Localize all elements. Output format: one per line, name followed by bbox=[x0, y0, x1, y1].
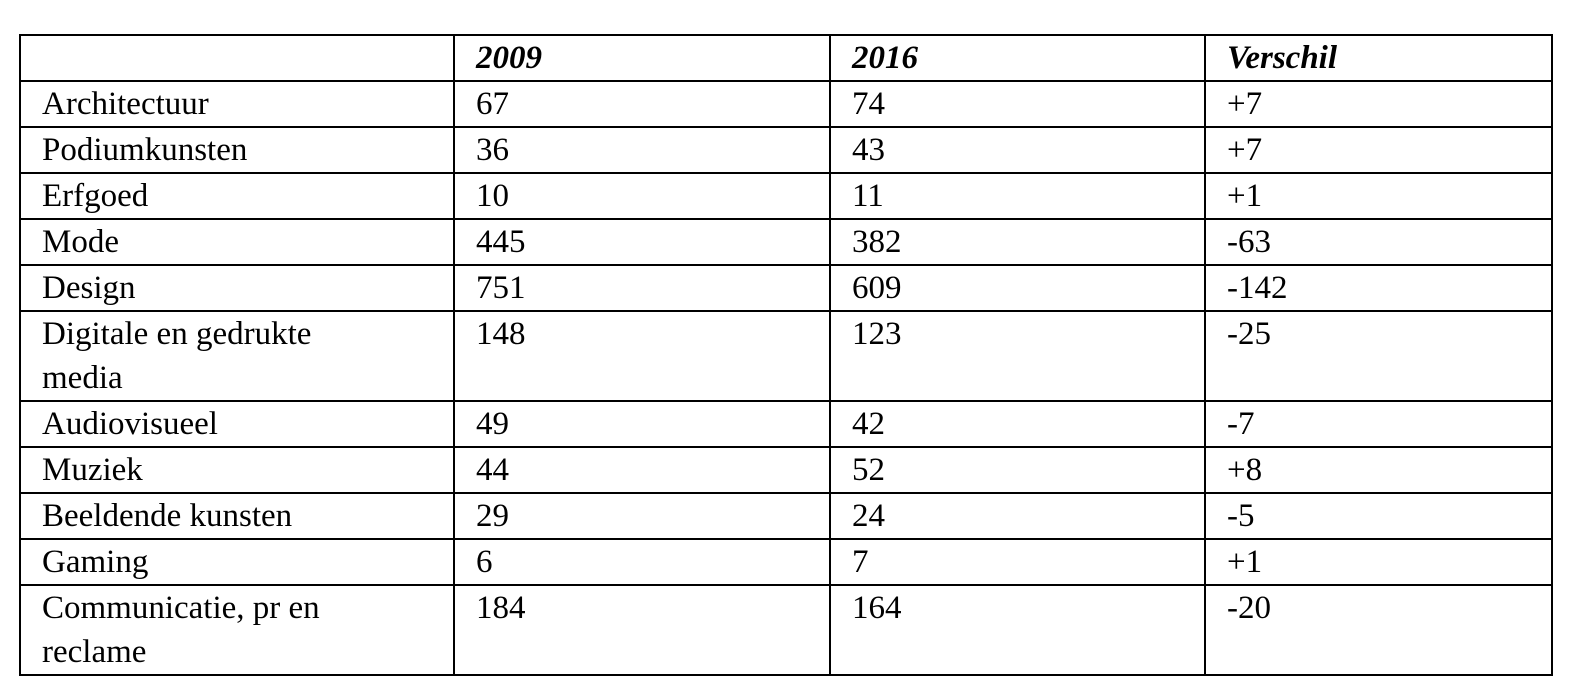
table-cell: 49 bbox=[453, 400, 831, 448]
header-cell: 2009 bbox=[453, 34, 831, 82]
table-row: Digitale en gedrukte media 148 123 -25 bbox=[19, 310, 1553, 402]
table-header: 2009 2016 Verschil bbox=[19, 34, 1553, 82]
table-cell: 164 bbox=[829, 584, 1206, 676]
table-cell: 184 bbox=[453, 584, 831, 676]
table-cell: 24 bbox=[829, 492, 1206, 540]
table-cell: 751 bbox=[453, 264, 831, 312]
row-label: Design bbox=[19, 264, 455, 312]
row-label: Digitale en gedrukte media bbox=[19, 310, 455, 402]
table-cell: 445 bbox=[453, 218, 831, 266]
table-row: Erfgoed 10 11 +1 bbox=[19, 172, 1553, 220]
table-cell: -25 bbox=[1204, 310, 1553, 402]
header-row: 2009 2016 Verschil bbox=[19, 34, 1553, 82]
table-cell: 43 bbox=[829, 126, 1206, 174]
table-cell: 382 bbox=[829, 218, 1206, 266]
table-cell: -142 bbox=[1204, 264, 1553, 312]
table-row: Gaming 6 7 +1 bbox=[19, 538, 1553, 586]
table-cell: 11 bbox=[829, 172, 1206, 220]
table-cell: 36 bbox=[453, 126, 831, 174]
table-row: Communicatie, pr en reclame 184 164 -20 bbox=[19, 584, 1553, 676]
table-row: Mode 445 382 -63 bbox=[19, 218, 1553, 266]
table-row: Muziek 44 52 +8 bbox=[19, 446, 1553, 494]
row-label: Mode bbox=[19, 218, 455, 266]
table-cell: 10 bbox=[453, 172, 831, 220]
row-label: Audiovisueel bbox=[19, 400, 455, 448]
table-cell: 67 bbox=[453, 80, 831, 128]
table-cell: +7 bbox=[1204, 126, 1553, 174]
row-label: Podiumkunsten bbox=[19, 126, 455, 174]
header-cell: 2016 bbox=[829, 34, 1206, 82]
row-label: Muziek bbox=[19, 446, 455, 494]
row-label: Communicatie, pr en reclame bbox=[19, 584, 455, 676]
header-cell bbox=[19, 34, 455, 82]
table-cell: +1 bbox=[1204, 172, 1553, 220]
row-label: Beeldende kunsten bbox=[19, 492, 455, 540]
table-row: Architectuur 67 74 +7 bbox=[19, 80, 1553, 128]
table-cell: +1 bbox=[1204, 538, 1553, 586]
table-cell: -5 bbox=[1204, 492, 1553, 540]
table-row: Audiovisueel 49 42 -7 bbox=[19, 400, 1553, 448]
table-cell: 29 bbox=[453, 492, 831, 540]
table-row: Beeldende kunsten 29 24 -5 bbox=[19, 492, 1553, 540]
table-cell: +7 bbox=[1204, 80, 1553, 128]
table-cell: 148 bbox=[453, 310, 831, 402]
table-cell: 74 bbox=[829, 80, 1206, 128]
table-cell: +8 bbox=[1204, 446, 1553, 494]
row-label: Architectuur bbox=[19, 80, 455, 128]
table-cell: -20 bbox=[1204, 584, 1553, 676]
table-cell: 42 bbox=[829, 400, 1206, 448]
row-label: Erfgoed bbox=[19, 172, 455, 220]
table-body: Architectuur 67 74 +7 Podiumkunsten 36 43 +7 Erf… bbox=[19, 80, 1553, 676]
table-cell: -7 bbox=[1204, 400, 1553, 448]
row-label: Gaming bbox=[19, 538, 455, 586]
data-table: 2009 2016 Verschil Architectuur 67 74 +7 Podiu… bbox=[19, 34, 1553, 676]
header-cell: Verschil bbox=[1204, 34, 1553, 82]
table-cell: 609 bbox=[829, 264, 1206, 312]
table-cell: 123 bbox=[829, 310, 1206, 402]
table-cell: 44 bbox=[453, 446, 831, 494]
table-row: Design 751 609 -142 bbox=[19, 264, 1553, 312]
table-cell: 6 bbox=[453, 538, 831, 586]
table-cell: 7 bbox=[829, 538, 1206, 586]
table-cell: -63 bbox=[1204, 218, 1553, 266]
table-cell: 52 bbox=[829, 446, 1206, 494]
table-row: Podiumkunsten 36 43 +7 bbox=[19, 126, 1553, 174]
